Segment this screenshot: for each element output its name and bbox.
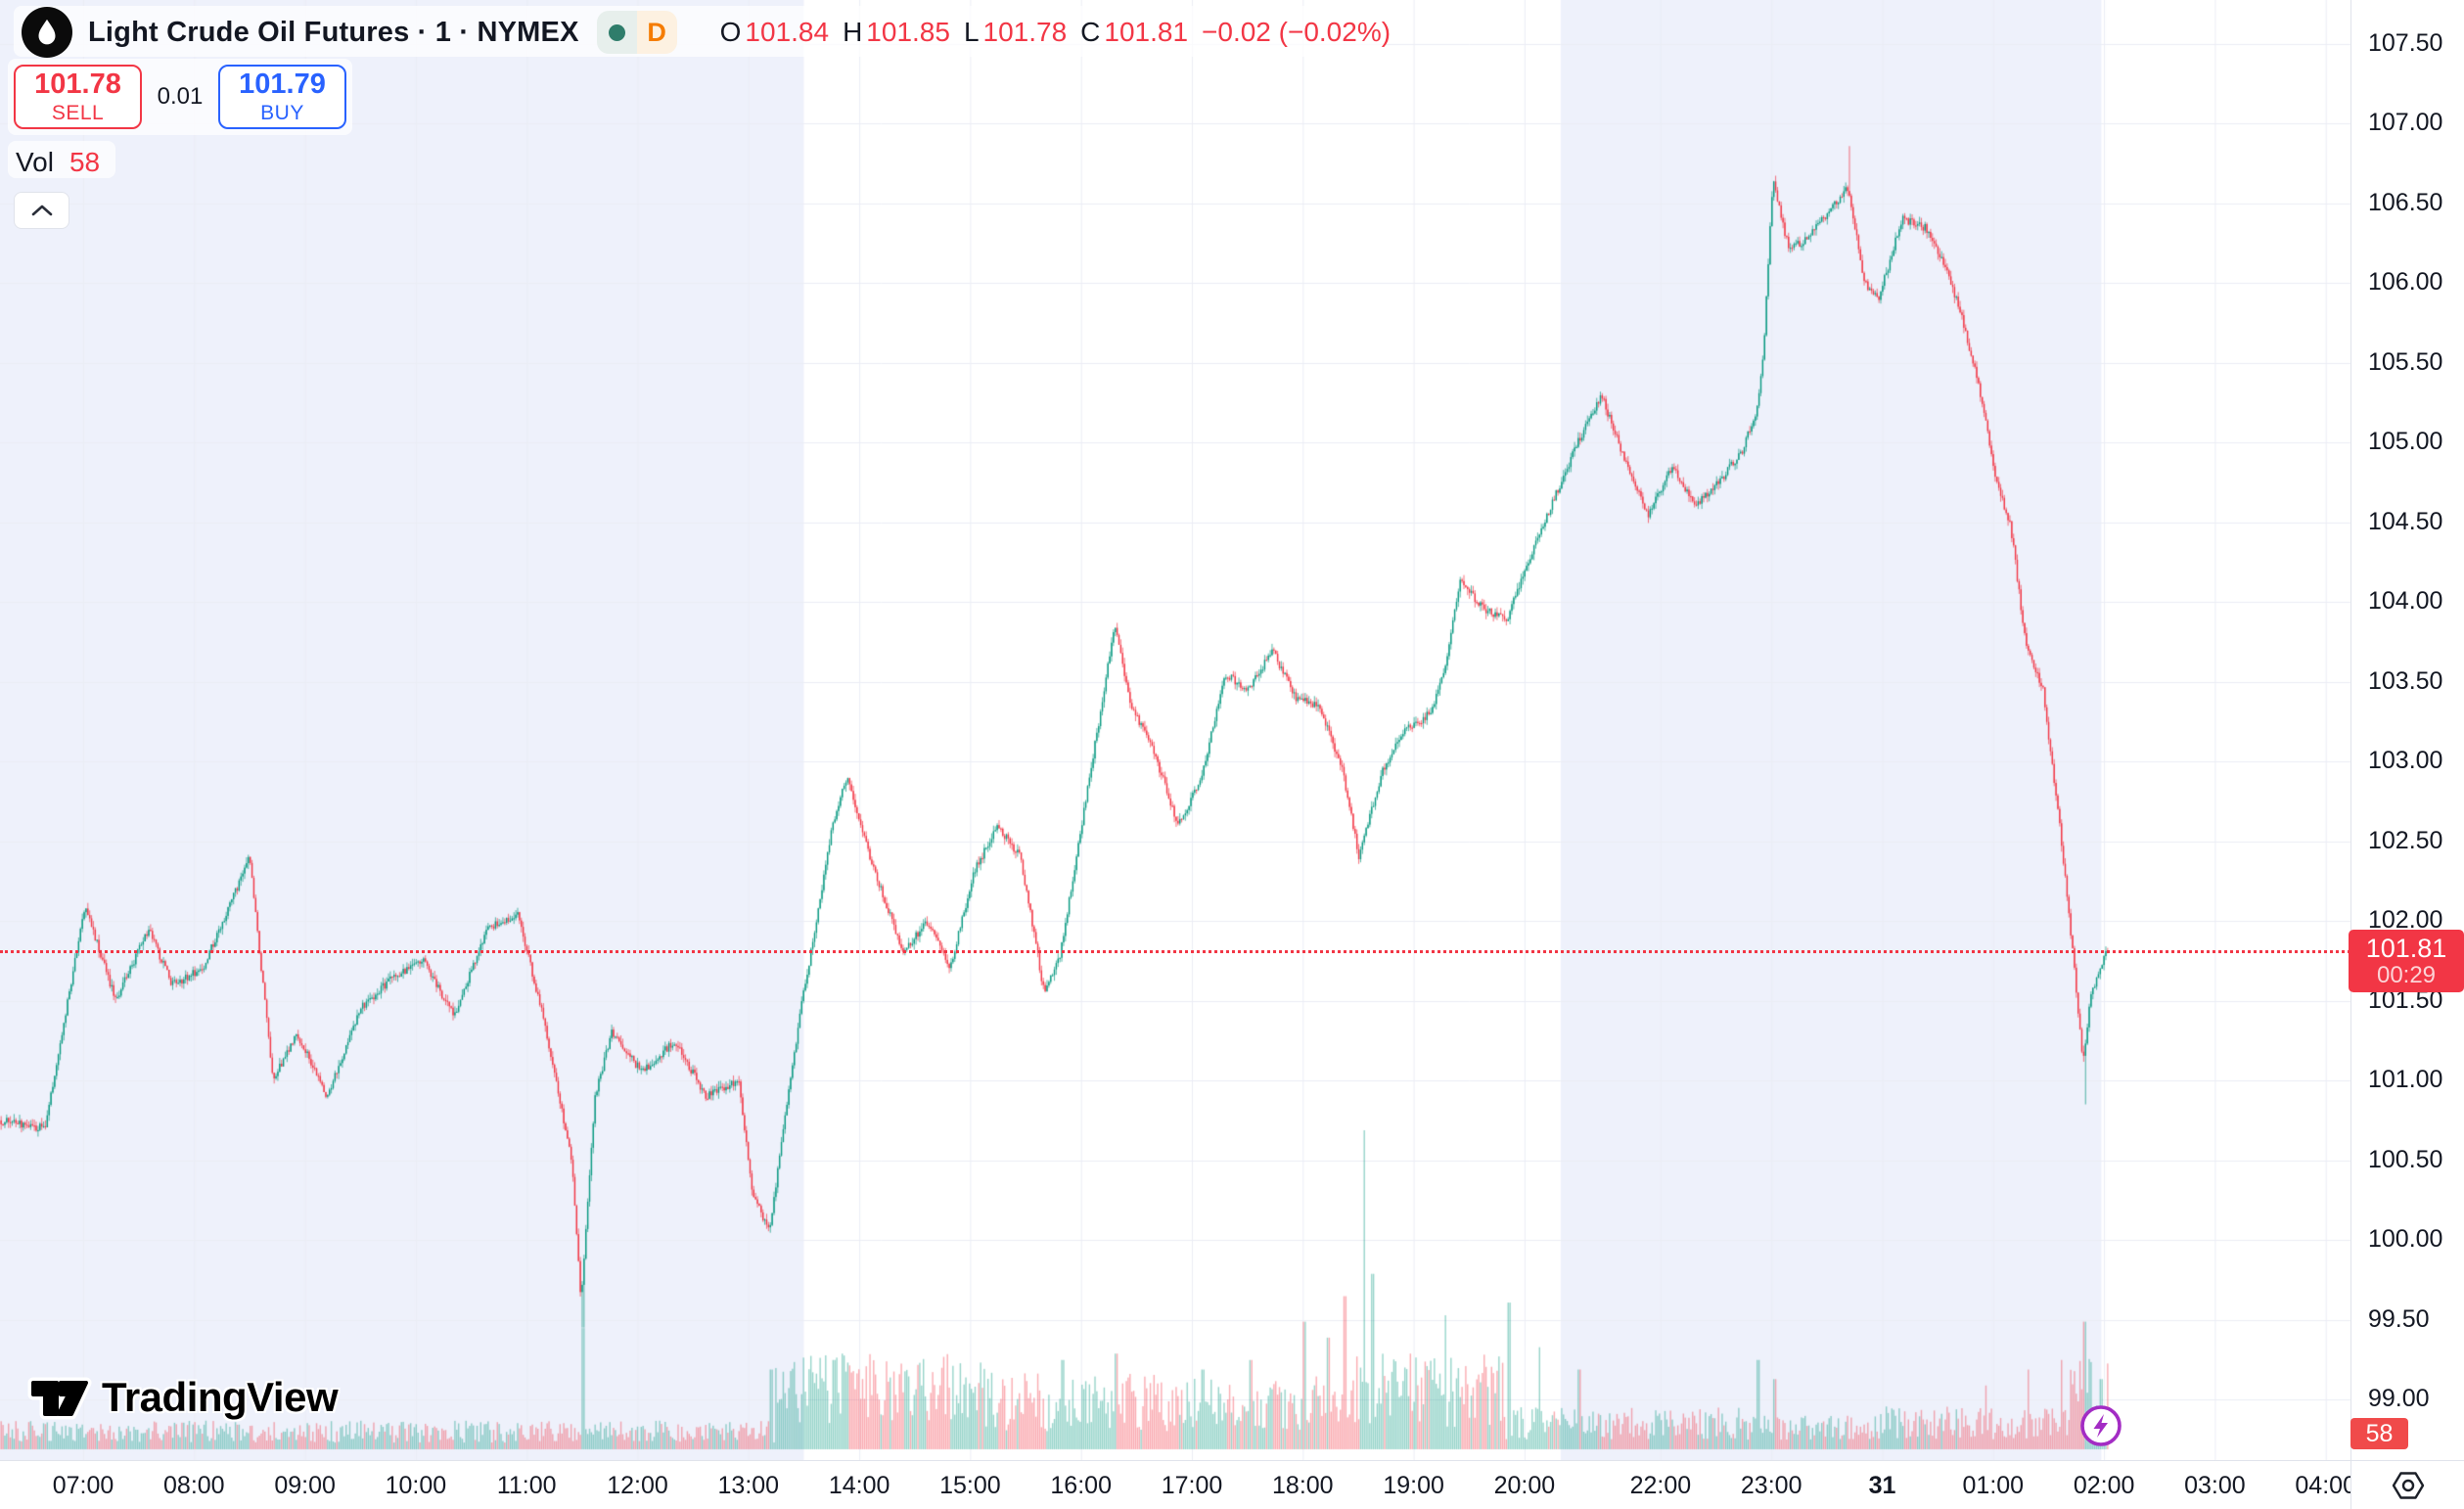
watermark-text: TradingView [102,1374,339,1420]
last-price-line [0,950,2350,953]
time-tick-label: 20:00 [1493,1472,1556,1499]
price-tick-label: 103.50 [2368,666,2443,695]
price-tick-label: 103.00 [2368,747,2443,775]
price-tick-label: 104.50 [2368,507,2443,535]
ohlc-legend: O 101.84 H 101.85 L 101.78 C 101.81 −0.0… [707,17,1391,48]
time-tick-label: 19:00 [1383,1472,1444,1499]
axis-settings-corner[interactable] [2350,1460,2464,1509]
time-tick-label: 11:00 [496,1472,557,1499]
high-label: H [843,17,863,47]
sell-button[interactable]: 101.78 SELL [14,65,142,129]
price-tick-label: 100.50 [2368,1145,2443,1173]
time-tick-label: 03:00 [2184,1472,2246,1499]
symbol-logo-icon [22,7,72,58]
price-tick-label: 99.00 [2368,1385,2430,1412]
time-tick-label: 02:00 [2073,1472,2135,1499]
sell-label: SELL [51,101,105,124]
time-tick-label: 04:00 [2295,1472,2350,1499]
price-tick-label: 107.50 [2368,29,2443,57]
price-tick-label: 102.00 [2368,906,2443,935]
flash-button[interactable] [2077,1402,2124,1449]
time-tick-label: 01:00 [1962,1472,2025,1499]
price-axis[interactable]: 107.50 107.00 106.50 106.00 105.50 105.00 104.… [2350,0,2464,1460]
time-tick-label: 08:00 [163,1472,225,1499]
high-value: 101.85 [866,17,950,47]
price-tick-label: 106.50 [2368,188,2443,216]
price-tick-label: 105.50 [2368,347,2443,376]
time-tick-label: 14:00 [828,1472,890,1499]
oil-droplet-icon [38,19,56,45]
time-tick-label: 12:00 [607,1472,668,1499]
price-tick-label: 99.50 [2368,1304,2430,1333]
buy-button[interactable]: 101.79 BUY [218,65,346,129]
time-tick-label: 07:00 [52,1472,114,1499]
volume-axis-badge: 58 [2350,1418,2408,1449]
time-tick-label: 09:00 [274,1472,336,1499]
trade-panel: 101.78 SELL 0.01 101.79 BUY [14,65,346,129]
volume-legend: Vol 58 [16,147,100,178]
time-tick-label: 16:00 [1050,1472,1112,1499]
open-label: O [719,17,742,47]
price-tick-label: 106.00 [2368,268,2443,297]
change-value: −0.02 (−0.02%) [1202,17,1392,47]
last-price-value: 101.81 [2365,934,2447,963]
tradingview-logo-icon [27,1377,92,1420]
close-value: 101.81 [1104,17,1189,47]
volume-label: Vol [16,147,54,177]
time-tick-label: 15:00 [939,1472,1001,1499]
last-price-badge: 101.81 00:29 [2349,930,2464,992]
lightning-bolt-icon [2080,1405,2122,1446]
open-value: 101.84 [745,17,830,47]
time-tick-label: 10:00 [385,1472,447,1499]
time-axis[interactable]: 07:00 08:00 09:00 10:00 11:00 12:00 13:00 14:00… [0,1460,2350,1509]
status-chip: D [596,11,677,54]
time-tick-label: 22:00 [1629,1472,1692,1499]
time-tick-label: 17:00 [1161,1472,1223,1499]
price-tick-label: 107.00 [2368,109,2443,137]
settings-gear-icon [2392,1471,2424,1499]
volume-legend-backdrop [8,141,115,178]
market-status-icon [596,11,637,54]
resolution-badge: D [636,11,677,54]
time-tick-label: 13:00 [717,1472,780,1499]
bar-countdown: 00:29 [2376,962,2437,988]
symbol-header: Light Crude Oil Futures · 1 · NYMEX D O … [22,6,1391,59]
sell-price: 101.78 [34,69,121,101]
price-tick-label: 104.00 [2368,587,2443,616]
price-tick-label: 102.50 [2368,826,2443,854]
symbol-title[interactable]: Light Crude Oil Futures · 1 · NYMEX [88,16,579,48]
buy-price: 101.79 [239,69,326,101]
price-tick-label: 101.00 [2368,1066,2443,1094]
close-label: C [1080,17,1101,47]
chevron-up-icon [31,205,52,216]
low-value: 101.78 [982,17,1068,47]
buy-label: BUY [260,101,304,124]
low-label: L [963,17,980,47]
time-tick-label: 23:00 [1740,1472,1802,1499]
volume-value: 58 [68,147,101,177]
spread-value: 0.01 [157,83,204,110]
time-tick-label: 31 [1868,1472,1896,1499]
price-tick-label: 100.00 [2368,1225,2443,1254]
time-tick-label: 18:00 [1272,1472,1334,1499]
collapse-panel-button[interactable] [14,192,69,229]
legend-backdrop [14,6,1384,57]
price-tick-label: 105.00 [2368,428,2443,456]
tradingview-watermark[interactable]: TradingView [27,1374,339,1421]
